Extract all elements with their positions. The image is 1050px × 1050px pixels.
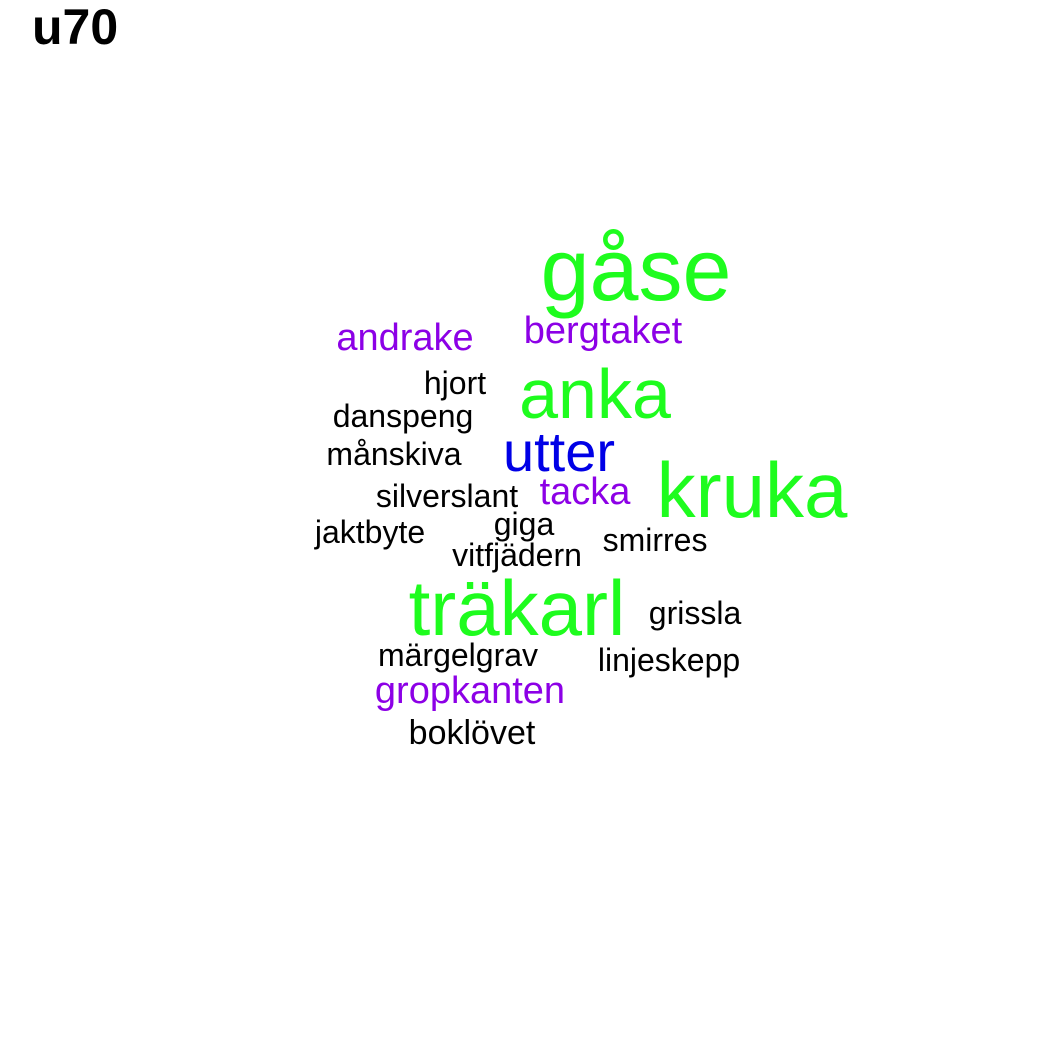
word-utter: utter <box>502 420 616 483</box>
word-jaktbyte: jaktbyte <box>314 514 426 550</box>
word-manskiva: månskiva <box>326 436 462 472</box>
word-anka: anka <box>519 355 671 433</box>
word-trakarl: träkarl <box>408 564 626 652</box>
word-margelgrav: märgelgrav <box>377 637 539 673</box>
word-grissla: grissla <box>648 595 742 631</box>
word-giga: giga <box>493 506 555 542</box>
word-smirres: smirres <box>602 522 708 558</box>
word-gropkanten: gropkanten <box>374 670 566 712</box>
word-andrake: andrake <box>336 317 474 359</box>
word-boklovet: boklövet <box>408 714 536 752</box>
word-bergtaket: bergtaket <box>523 310 683 352</box>
word-kruka: kruka <box>656 446 848 534</box>
word-vitfjadern: vitfjädern <box>452 537 582 573</box>
word-tacka: tacka <box>539 471 631 513</box>
word-gase: gåse <box>540 220 732 319</box>
word-hjort: hjort <box>423 365 487 401</box>
word-danspeng: danspeng <box>332 398 474 434</box>
word-silverslant: silverslant <box>375 478 519 514</box>
word-linjeskepp: linjeskepp <box>597 642 741 678</box>
plot-title: u70 <box>32 0 119 55</box>
